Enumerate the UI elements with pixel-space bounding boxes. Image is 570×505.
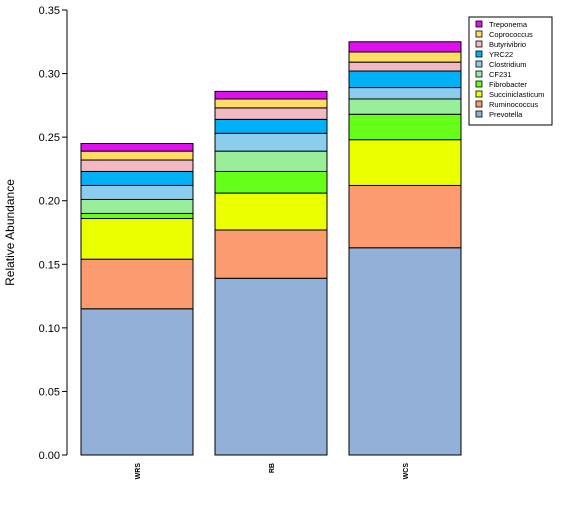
- bar-segment-yrc22-wrs: [80, 170, 194, 186]
- legend-label: Succiniclasticum: [489, 90, 544, 99]
- bar-segment-treponema-wrs: [80, 143, 194, 152]
- bar-segment-coprococcus-rb: [214, 98, 328, 109]
- legend-swatch: [475, 60, 483, 68]
- legend-swatch: [475, 70, 483, 78]
- bar-segment-prevotella-rb: [214, 277, 328, 456]
- bar-segment-butyrivibrio-rb: [214, 107, 328, 120]
- x-tick-label: WRS: [135, 463, 142, 480]
- y-tick-label: 0.25: [39, 132, 60, 144]
- bar-segment-treponema-wcs: [348, 41, 462, 53]
- legend-swatch: [475, 90, 483, 98]
- bar-segment-fibrobacter-wcs: [348, 113, 462, 141]
- legend-box: [468, 16, 553, 126]
- bar-segment-fibrobacter-wrs: [80, 212, 194, 220]
- legend-label: Treponema: [489, 20, 528, 29]
- y-tick-label: 0.00: [39, 450, 60, 462]
- bar-segment-ruminococcus-wrs: [80, 258, 194, 310]
- y-axis-title: Relative Abundance: [3, 179, 17, 286]
- bar-segment-coprococcus-wcs: [348, 51, 462, 63]
- bar-segment-cf231-wrs: [80, 198, 194, 214]
- bar-segment-butyrivibrio-wcs: [348, 61, 462, 72]
- legend-label: Prevotella: [489, 110, 523, 119]
- x-tick-label: WCS: [403, 463, 410, 480]
- bar-stack-wcs: [348, 41, 462, 456]
- bar-segment-succiniclasticum-wrs: [80, 218, 194, 260]
- bar-segment-prevotella-wcs: [348, 247, 462, 456]
- legend-label: Coprococcus: [489, 30, 533, 39]
- legend-label: Ruminococcus: [489, 100, 538, 109]
- bar-segment-fibrobacter-rb: [214, 170, 328, 194]
- bar-segment-succiniclasticum-wcs: [348, 139, 462, 186]
- bar-segment-clostridium-wcs: [348, 87, 462, 100]
- legend-swatch: [475, 40, 483, 48]
- legend-label: CF231: [489, 70, 512, 79]
- legend-label: Clostridium: [489, 60, 527, 69]
- bar-segment-clostridium-wrs: [80, 184, 194, 200]
- legend-swatch: [475, 30, 483, 38]
- bar-stack-wrs: [80, 143, 194, 456]
- legend-label: Butyrivibrio: [489, 40, 526, 49]
- bar-stack-rb: [214, 90, 328, 456]
- bar-segment-prevotella-wrs: [80, 308, 194, 456]
- bar-segment-butyrivibrio-wrs: [80, 159, 194, 172]
- y-tick-label: 0.10: [39, 323, 60, 335]
- y-axis: 0.00 0.05 0.10 0.15 0.20 0.25 0.30 0.35: [39, 5, 68, 462]
- y-tick-label: 0.30: [39, 69, 60, 81]
- y-tick-label: 0.15: [39, 259, 60, 271]
- legend: TreponemaCoprococcusButyrivibrioYRC22Clo…: [468, 16, 553, 126]
- bar-segment-yrc22-rb: [214, 118, 328, 134]
- legend-swatch: [475, 20, 483, 28]
- bar-segment-cf231-rb: [214, 150, 328, 172]
- bar-segment-yrc22-wcs: [348, 70, 462, 89]
- bar-segment-succiniclasticum-rb: [214, 192, 328, 231]
- legend-swatch: [475, 100, 483, 108]
- legend-label: Fibrobacter: [489, 80, 527, 89]
- x-tick-label: RB: [269, 463, 276, 473]
- bar-segment-clostridium-rb: [214, 132, 328, 152]
- x-axis: WRS RB WCS: [135, 463, 410, 480]
- bars: [80, 41, 462, 456]
- y-tick-label: 0.20: [39, 196, 60, 208]
- legend-swatch: [475, 50, 483, 58]
- legend-swatch: [475, 80, 483, 88]
- bar-segment-coprococcus-wrs: [80, 150, 194, 161]
- bar-segment-ruminococcus-rb: [214, 229, 328, 279]
- legend-swatch: [475, 110, 483, 118]
- y-tick-label: 0.35: [39, 5, 60, 17]
- bar-segment-ruminococcus-wcs: [348, 184, 462, 249]
- bar-segment-treponema-rb: [214, 90, 328, 100]
- bar-segment-cf231-wcs: [348, 98, 462, 115]
- legend-label: YRC22: [489, 50, 513, 59]
- y-tick-label: 0.05: [39, 386, 60, 398]
